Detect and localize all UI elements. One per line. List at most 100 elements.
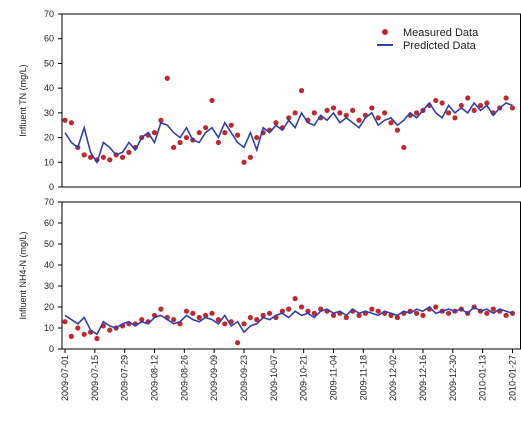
- data-point: [164, 75, 170, 81]
- legend-swatch: [382, 29, 388, 35]
- data-point: [375, 308, 381, 314]
- data-point: [445, 310, 452, 316]
- data-point: [209, 310, 215, 316]
- data-point: [62, 117, 68, 123]
- x-tick-label: 2009-11-04: [328, 355, 338, 400]
- y-tick-label: 60: [44, 34, 54, 44]
- data-point: [209, 97, 215, 104]
- data-point: [87, 154, 94, 160]
- legend-label: Measured Data: [403, 27, 479, 39]
- plot-frame: [61, 201, 521, 350]
- data-point: [324, 107, 330, 113]
- data-point: [241, 321, 247, 327]
- data-point: [413, 310, 420, 316]
- data-point: [343, 112, 349, 118]
- data-point: [445, 110, 452, 116]
- y-tick-label: 50: [44, 58, 54, 68]
- data-point: [203, 312, 209, 318]
- data-point: [75, 325, 81, 331]
- data-point: [81, 331, 87, 337]
- data-point: [298, 304, 305, 310]
- legend-label: Predicted Data: [403, 40, 477, 52]
- y-tick-label: 40: [44, 83, 54, 93]
- data-point: [292, 296, 298, 302]
- y-tick-label: 20: [44, 133, 54, 143]
- plot-area: [62, 75, 516, 165]
- data-point: [260, 312, 266, 318]
- data-point: [388, 120, 394, 126]
- data-point: [375, 115, 381, 121]
- x-tick-label: 2009-12-16: [418, 355, 428, 401]
- y-tick-label: 10: [44, 157, 54, 167]
- plot-area: [62, 296, 516, 346]
- data-point: [330, 312, 337, 318]
- data-point: [100, 154, 106, 160]
- data-point: [382, 110, 388, 116]
- x-tick-label: 2009-10-21: [299, 355, 309, 401]
- data-point: [433, 97, 439, 104]
- data-point: [343, 314, 349, 321]
- series-line: [64, 101, 513, 165]
- data-point: [369, 105, 375, 111]
- data-point: [356, 312, 362, 318]
- data-point: [279, 308, 285, 314]
- data-point: [196, 130, 202, 136]
- data-point: [394, 127, 401, 133]
- data-point: [254, 134, 260, 141]
- data-point: [203, 125, 209, 131]
- data-point: [330, 105, 337, 111]
- data-point: [484, 100, 490, 106]
- data-point: [356, 117, 362, 123]
- data-point: [171, 317, 177, 323]
- y-tick-label: 0: [49, 344, 54, 354]
- x-tick-label: 2009-07-29: [120, 355, 130, 401]
- data-point: [292, 110, 298, 116]
- data-point: [171, 144, 177, 151]
- data-point: [68, 120, 74, 126]
- data-point: [119, 154, 126, 160]
- data-point: [190, 310, 196, 316]
- data-point: [222, 321, 228, 327]
- y-tick-label: 60: [44, 218, 54, 228]
- y-axis-label: Influent NH4-N (mg/L): [18, 231, 28, 319]
- x-tick-label: 2009-07-01: [60, 355, 70, 401]
- data-point: [241, 159, 247, 165]
- y-tick-label: 0: [49, 182, 54, 192]
- data-point: [94, 335, 100, 342]
- y-tick-label: 10: [44, 323, 54, 333]
- data-point: [196, 314, 202, 321]
- data-point: [158, 306, 164, 312]
- data-point: [477, 102, 484, 109]
- data-point: [413, 110, 420, 116]
- data-point: [337, 110, 343, 116]
- data-point: [215, 139, 222, 146]
- data-point: [471, 107, 477, 113]
- data-point: [151, 130, 158, 136]
- y-tick-label: 20: [44, 302, 54, 312]
- x-tick-label: 2009-12-30: [448, 355, 458, 401]
- data-point: [228, 122, 234, 128]
- data-point: [158, 117, 164, 123]
- data-point: [298, 88, 305, 94]
- y-tick-label: 30: [44, 281, 54, 291]
- data-point: [177, 139, 183, 146]
- x-tick-label: 2009-09-09: [209, 355, 219, 401]
- x-tick-label: 2009-09-23: [239, 355, 249, 401]
- data-point: [286, 306, 292, 312]
- x-tick-label: 2009-11-18: [358, 355, 368, 400]
- data-point: [126, 149, 132, 155]
- y-tick-label: 40: [44, 260, 54, 270]
- data-point: [247, 154, 253, 160]
- data-point: [234, 340, 241, 346]
- y-tick-label: 50: [44, 239, 54, 249]
- y-tick-label: 30: [44, 108, 54, 118]
- data-point: [266, 310, 273, 316]
- data-point: [452, 115, 458, 121]
- data-point: [107, 327, 113, 333]
- data-point: [222, 130, 228, 136]
- data-point: [433, 304, 439, 310]
- data-point: [139, 317, 145, 323]
- x-tick-label: 2009-07-15: [90, 355, 100, 401]
- data-point: [394, 314, 401, 321]
